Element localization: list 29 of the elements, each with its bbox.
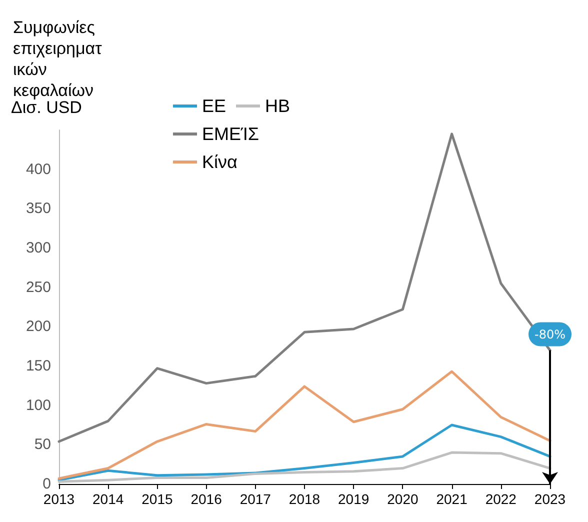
y-tick-label: 0	[42, 476, 51, 492]
x-tick-label: 2018	[288, 491, 320, 507]
y-tick-label: 100	[26, 396, 51, 414]
y-tick-label: 350	[26, 200, 51, 218]
x-tick-label: 2015	[142, 491, 173, 507]
legend-label: ΕΜΕΊΣ	[202, 124, 260, 144]
x-tick-label: 2013	[43, 491, 75, 507]
y-tick-label: 300	[26, 240, 51, 256]
x-tick-label: 2023	[534, 491, 566, 507]
line-series	[58, 424, 552, 482]
x-tick-label: 2014	[92, 491, 124, 507]
y-tick-label: 200	[26, 318, 51, 336]
y-tick-label: 250	[26, 278, 51, 296]
x-tick-label: 2017	[240, 491, 272, 507]
annotation: -80%	[534, 327, 566, 342]
legend-label: ΗΒ	[265, 96, 290, 116]
x-tick-label: 2020	[387, 491, 418, 507]
x-tick-label: 2016	[190, 491, 222, 507]
x-tick-label: 2021	[436, 491, 468, 507]
y-tick-label: 400	[26, 160, 51, 178]
legend-label: Κίνα	[202, 152, 238, 172]
chart-title: Συμφωνίες επιχειρηματικών κεφαλαίων	[13, 18, 102, 100]
x-tick-label: 2022	[485, 491, 517, 507]
y-tick-label: 50	[34, 436, 51, 454]
x-tick-label: 2019	[338, 491, 370, 507]
y-tick-label: 150	[26, 358, 51, 374]
legend-label: ΕΕ	[202, 96, 226, 116]
line-series	[58, 370, 552, 480]
y-axis-title: Δισ. USD	[11, 98, 82, 117]
